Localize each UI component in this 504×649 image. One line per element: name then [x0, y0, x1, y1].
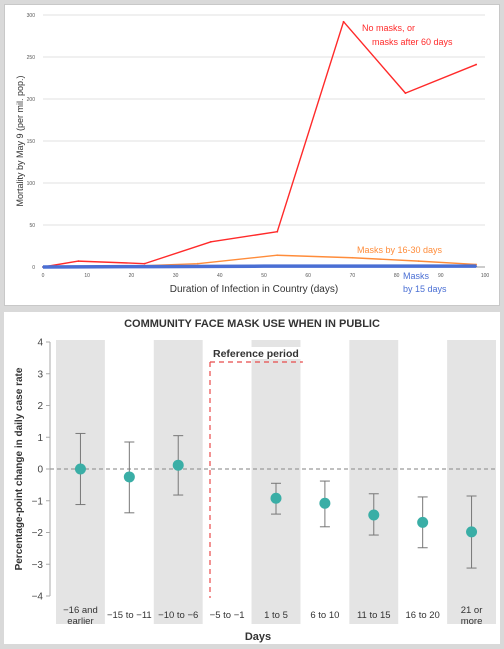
series-point-0 — [77, 260, 80, 263]
y-tick-label: 3 — [37, 369, 43, 380]
category-label: −16 and — [63, 605, 98, 616]
y-tick-label: −1 — [32, 496, 44, 507]
series-point-2 — [42, 266, 44, 268]
y-tick-label: 150 — [27, 139, 36, 145]
series-point-2 — [475, 265, 478, 268]
data-point — [417, 516, 429, 528]
data-point — [466, 526, 478, 538]
data-point — [270, 492, 282, 504]
series-label: Masks by 16-30 days — [357, 245, 443, 255]
x-tick-label: 60 — [305, 273, 311, 279]
x-tick-label: 50 — [261, 273, 267, 279]
series-point-0 — [475, 63, 478, 66]
x-tick-label: 20 — [129, 273, 135, 279]
series-line-2 — [42, 264, 477, 269]
data-point — [319, 497, 331, 509]
category-label: 16 to 20 — [405, 610, 439, 621]
data-point — [368, 509, 380, 521]
x-tick-label: 40 — [217, 273, 223, 279]
series-point-1 — [351, 256, 354, 259]
y-tick-label: 1 — [37, 433, 43, 444]
y-axis-label: Mortality by May 9 (per mil. pop.) — [15, 75, 25, 206]
data-point — [123, 471, 135, 483]
series-label-line: by 15 days — [403, 284, 447, 294]
chart-title: COMMUNITY FACE MASK USE WHEN IN PUBLIC — [124, 318, 380, 330]
y-tick-label: −4 — [32, 592, 44, 603]
series-point-2 — [373, 265, 376, 268]
series-label-line: No masks, or — [362, 23, 415, 33]
series-point-0 — [210, 240, 212, 243]
mortality-chart-panel: 0 50 100 150 200 250 300 0 10 20 30 40 50 60 70 80 90 100… — [4, 4, 500, 306]
category-label: 21 or — [461, 605, 483, 616]
reference-label-bg — [213, 347, 335, 359]
data-point — [172, 459, 184, 471]
series-point-1 — [276, 254, 279, 257]
x-tick-label: 90 — [438, 273, 444, 279]
y-tick-label: 4 — [37, 338, 43, 349]
x-tick-label: 80 — [394, 273, 400, 279]
category-label: earlier — [67, 616, 93, 627]
y-axis-label: Percentage-point change in daily case ra… — [14, 367, 25, 570]
x-tick-label: 0 — [42, 273, 45, 279]
category-label: −15 to −11 — [107, 610, 152, 621]
series-label-line: masks after 60 days — [372, 37, 453, 47]
category-label: more — [461, 616, 483, 627]
data-point — [74, 463, 86, 475]
reference-label: Reference period — [213, 348, 299, 360]
shaded-band — [447, 340, 496, 624]
x-axis-label: Days — [245, 631, 271, 643]
series-point-1 — [196, 262, 199, 265]
x-tick-label: 70 — [350, 273, 356, 279]
y-tick-label: −2 — [32, 528, 44, 539]
y-tick-label: 300 — [27, 13, 36, 19]
series-line-0 — [42, 21, 477, 268]
mortality-line-chart: 0 50 100 150 200 250 300 0 10 20 30 40 50 60 70 80 90 100… — [15, 13, 490, 295]
series-point-0 — [143, 262, 146, 265]
y-tick-label: 2 — [37, 401, 43, 412]
category-label: −10 to −6 — [158, 610, 198, 621]
mask-use-chart-panel: COMMUNITY FACE MASK USE WHEN IN PUBLIC 4 3… — [4, 312, 500, 644]
category-label: 6 to 10 — [310, 610, 339, 621]
series-point-2 — [152, 265, 155, 268]
x-tick-label: 30 — [173, 273, 179, 279]
category-label: −5 to −1 — [210, 610, 245, 621]
series-point-0 — [404, 92, 407, 95]
category-label: 11 to 15 — [357, 610, 391, 621]
y-tick-label: 200 — [27, 97, 36, 103]
y-tick-label: 100 — [27, 181, 36, 187]
mask-use-dot-chart: COMMUNITY FACE MASK USE WHEN IN PUBLIC 4 3… — [14, 318, 496, 643]
x-tick-label: 10 — [84, 273, 90, 279]
shaded-band — [349, 340, 399, 624]
series-point-0 — [342, 20, 345, 23]
y-tick-label: −3 — [32, 560, 44, 571]
y-tick-label: 0 — [32, 265, 35, 271]
series-point-2 — [263, 265, 265, 268]
y-tick-label: 50 — [29, 223, 35, 229]
x-tick-label: 100 — [481, 273, 490, 279]
series-label-line: Masks — [403, 271, 430, 281]
y-tick-label: 0 — [37, 465, 43, 476]
category-label: 1 to 5 — [264, 610, 288, 621]
shaded-band — [251, 340, 301, 624]
x-axis-label: Duration of Infection in Country (days) — [170, 284, 338, 295]
series-point-0 — [276, 230, 279, 233]
series-point-1 — [417, 260, 420, 263]
y-tick-label: 250 — [27, 55, 36, 61]
